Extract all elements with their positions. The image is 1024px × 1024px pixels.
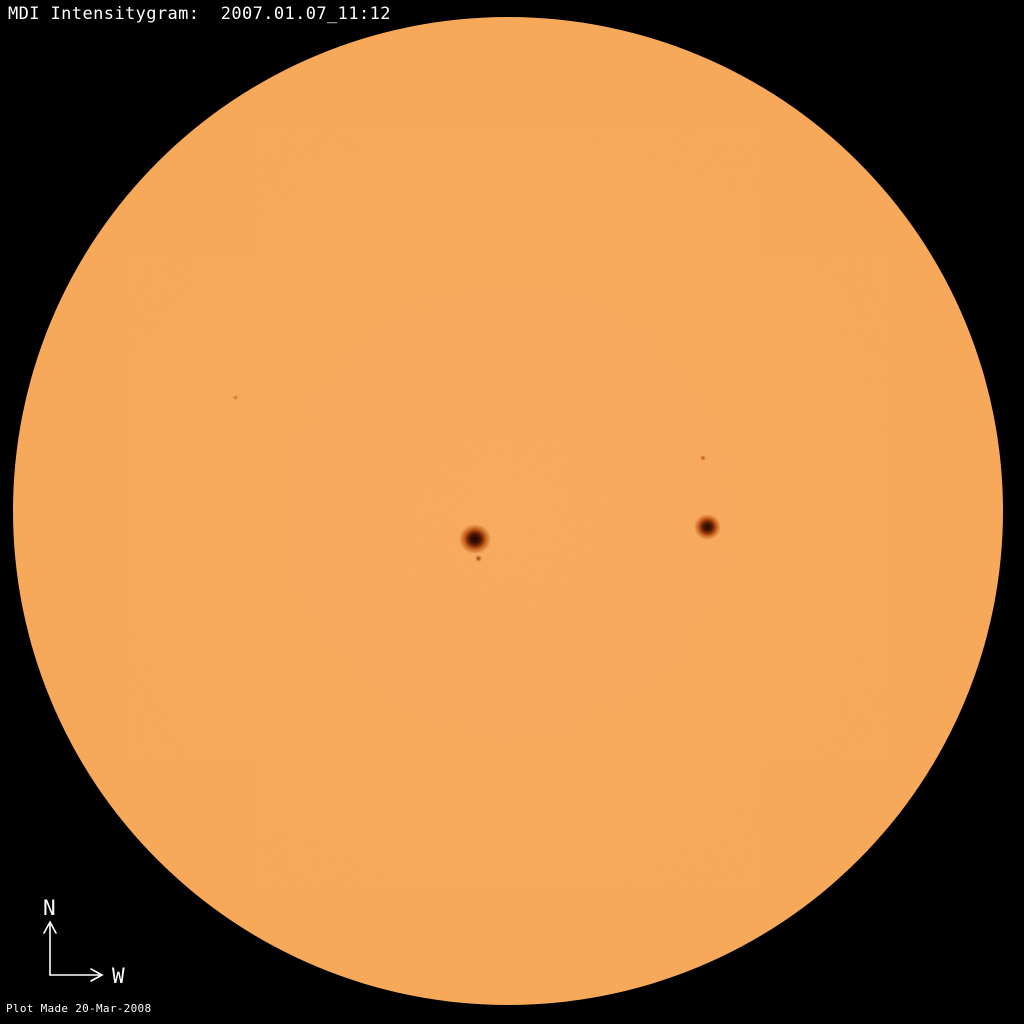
orientation-compass: N W [43, 896, 125, 988]
sunspot-center-right [693, 514, 721, 540]
faint-pore-right [700, 455, 706, 461]
image-title: MDI Intensitygram: 2007.01.07_11:12 [8, 4, 391, 24]
north-arrowhead-icon [43, 920, 57, 934]
sun-disk [13, 17, 1003, 1005]
faint-pore-upper-left [232, 394, 238, 400]
sunspot-center-left [459, 524, 491, 554]
north-label: N [43, 896, 56, 920]
west-label: W [112, 964, 125, 988]
west-arrowhead-icon [90, 968, 104, 982]
plot-made-text: Plot Made 20-Mar-2008 [6, 1002, 152, 1015]
pore-below-left-spot [474, 554, 482, 562]
